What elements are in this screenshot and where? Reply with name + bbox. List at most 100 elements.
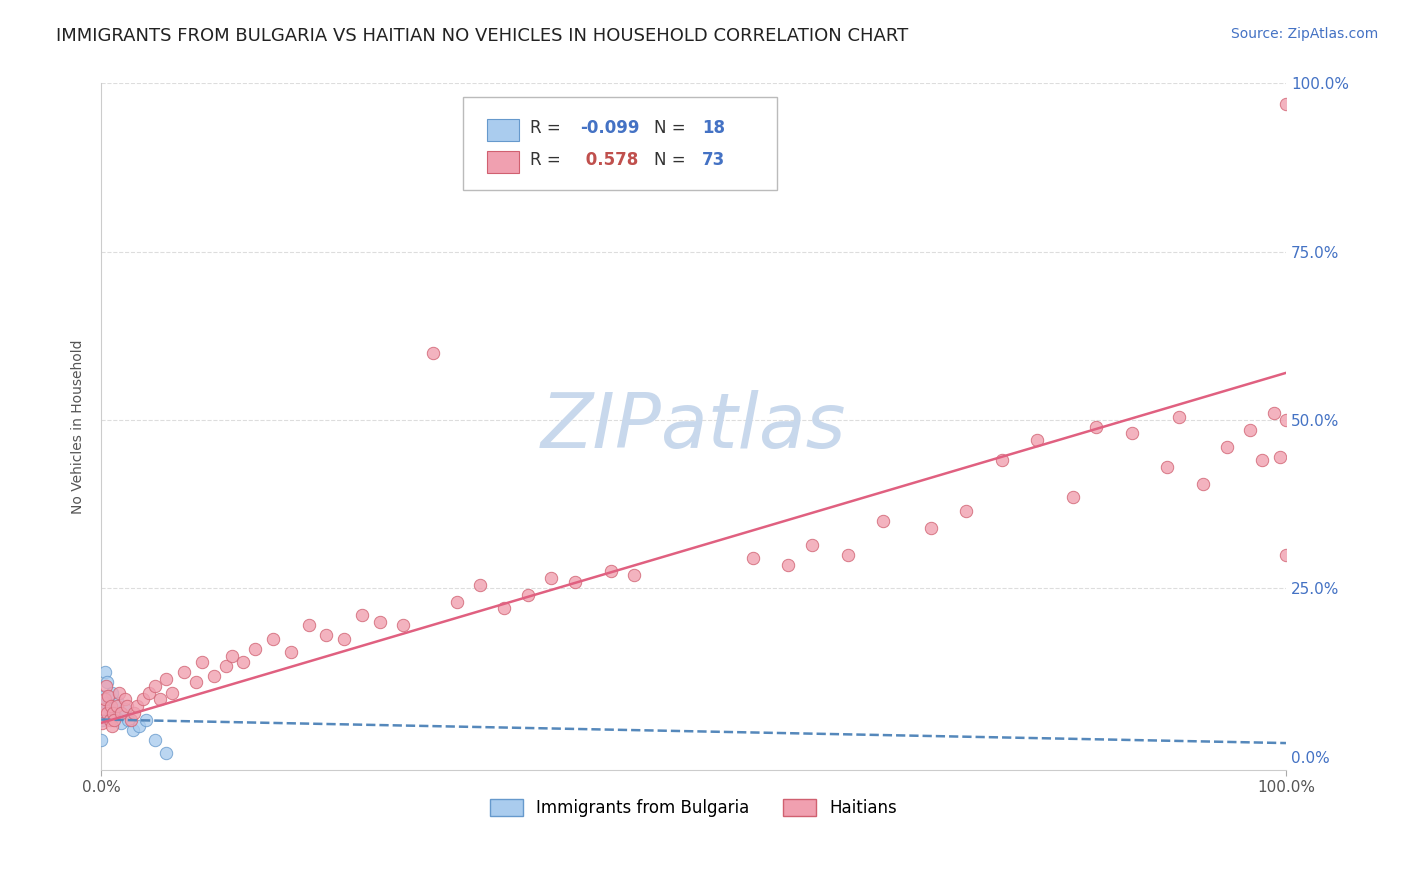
Point <box>516 588 538 602</box>
Point <box>446 595 468 609</box>
Point <box>1275 548 1298 562</box>
Point <box>96 706 118 720</box>
Point <box>125 699 148 714</box>
Point <box>333 632 356 646</box>
Point <box>103 713 125 727</box>
Text: 0.578: 0.578 <box>579 152 638 169</box>
Point <box>101 719 124 733</box>
Point <box>108 685 131 699</box>
Point <box>114 702 136 716</box>
Point <box>138 685 160 699</box>
Point <box>124 706 146 720</box>
Text: Source: ZipAtlas.com: Source: ZipAtlas.com <box>1230 27 1378 41</box>
Text: 18: 18 <box>702 119 725 137</box>
FancyBboxPatch shape <box>463 97 776 190</box>
Point <box>155 672 177 686</box>
Point <box>149 692 172 706</box>
Point <box>128 719 150 733</box>
Point <box>100 699 122 714</box>
Point <box>1239 423 1261 437</box>
Point <box>98 713 121 727</box>
Point <box>990 453 1012 467</box>
Point <box>191 655 214 669</box>
Point <box>1263 406 1285 420</box>
Point <box>392 618 415 632</box>
Point <box>599 565 621 579</box>
Point <box>98 702 121 716</box>
Text: IMMIGRANTS FROM BULGARIA VS HAITIAN NO VEHICLES IN HOUSEHOLD CORRELATION CHART: IMMIGRANTS FROM BULGARIA VS HAITIAN NO V… <box>56 27 908 45</box>
Point <box>623 567 645 582</box>
FancyBboxPatch shape <box>488 120 519 141</box>
Point <box>1192 477 1215 491</box>
Point <box>872 514 894 528</box>
Text: R =: R = <box>530 152 567 169</box>
Point <box>1121 426 1143 441</box>
Point <box>162 685 184 699</box>
Point <box>1062 491 1084 505</box>
Point <box>245 641 267 656</box>
Point <box>101 706 124 720</box>
Point <box>107 696 129 710</box>
Text: -0.099: -0.099 <box>579 119 640 137</box>
Y-axis label: No Vehicles in Household: No Vehicles in Household <box>72 340 86 514</box>
Point <box>114 692 136 706</box>
Point <box>564 574 586 589</box>
Point <box>492 601 515 615</box>
Point <box>1026 433 1049 447</box>
Point <box>117 699 139 714</box>
Text: ZIPatlas: ZIPatlas <box>541 390 846 464</box>
Point <box>94 665 117 680</box>
Point <box>91 715 114 730</box>
Point <box>97 689 120 703</box>
Point <box>470 578 492 592</box>
Text: 73: 73 <box>702 152 725 169</box>
Point <box>297 618 319 632</box>
Point <box>202 669 225 683</box>
Point <box>122 723 145 737</box>
Point <box>1168 409 1191 424</box>
Point <box>173 665 195 680</box>
Point <box>120 713 142 727</box>
Point <box>143 732 166 747</box>
Point <box>96 675 118 690</box>
Point <box>1251 453 1274 467</box>
Point <box>94 696 117 710</box>
FancyBboxPatch shape <box>488 152 519 173</box>
Text: N =: N = <box>654 119 692 137</box>
Text: N =: N = <box>654 152 692 169</box>
Point <box>90 732 112 747</box>
Point <box>155 746 177 760</box>
Point <box>101 685 124 699</box>
Point <box>232 655 254 669</box>
Point <box>184 675 207 690</box>
Point <box>131 692 153 706</box>
Point <box>1156 460 1178 475</box>
Point <box>955 504 977 518</box>
Point <box>1268 450 1291 464</box>
Point <box>1085 419 1108 434</box>
Point <box>110 706 132 720</box>
Point <box>91 713 114 727</box>
Point <box>214 658 236 673</box>
Point <box>540 571 562 585</box>
Point <box>135 713 157 727</box>
Point <box>315 628 337 642</box>
Point <box>778 558 800 572</box>
Point <box>1215 440 1237 454</box>
Point <box>280 645 302 659</box>
Point <box>93 702 115 716</box>
Point <box>422 345 444 359</box>
Point <box>143 679 166 693</box>
Legend: Immigrants from Bulgaria, Haitians: Immigrants from Bulgaria, Haitians <box>484 792 904 823</box>
Point <box>105 699 128 714</box>
Point <box>103 709 125 723</box>
Point <box>350 608 373 623</box>
Point <box>1275 413 1298 427</box>
Point <box>93 689 115 703</box>
Point <box>110 715 132 730</box>
Point <box>94 692 117 706</box>
Point <box>368 615 391 629</box>
Point <box>94 679 117 693</box>
Point <box>221 648 243 663</box>
Point <box>1275 96 1298 111</box>
